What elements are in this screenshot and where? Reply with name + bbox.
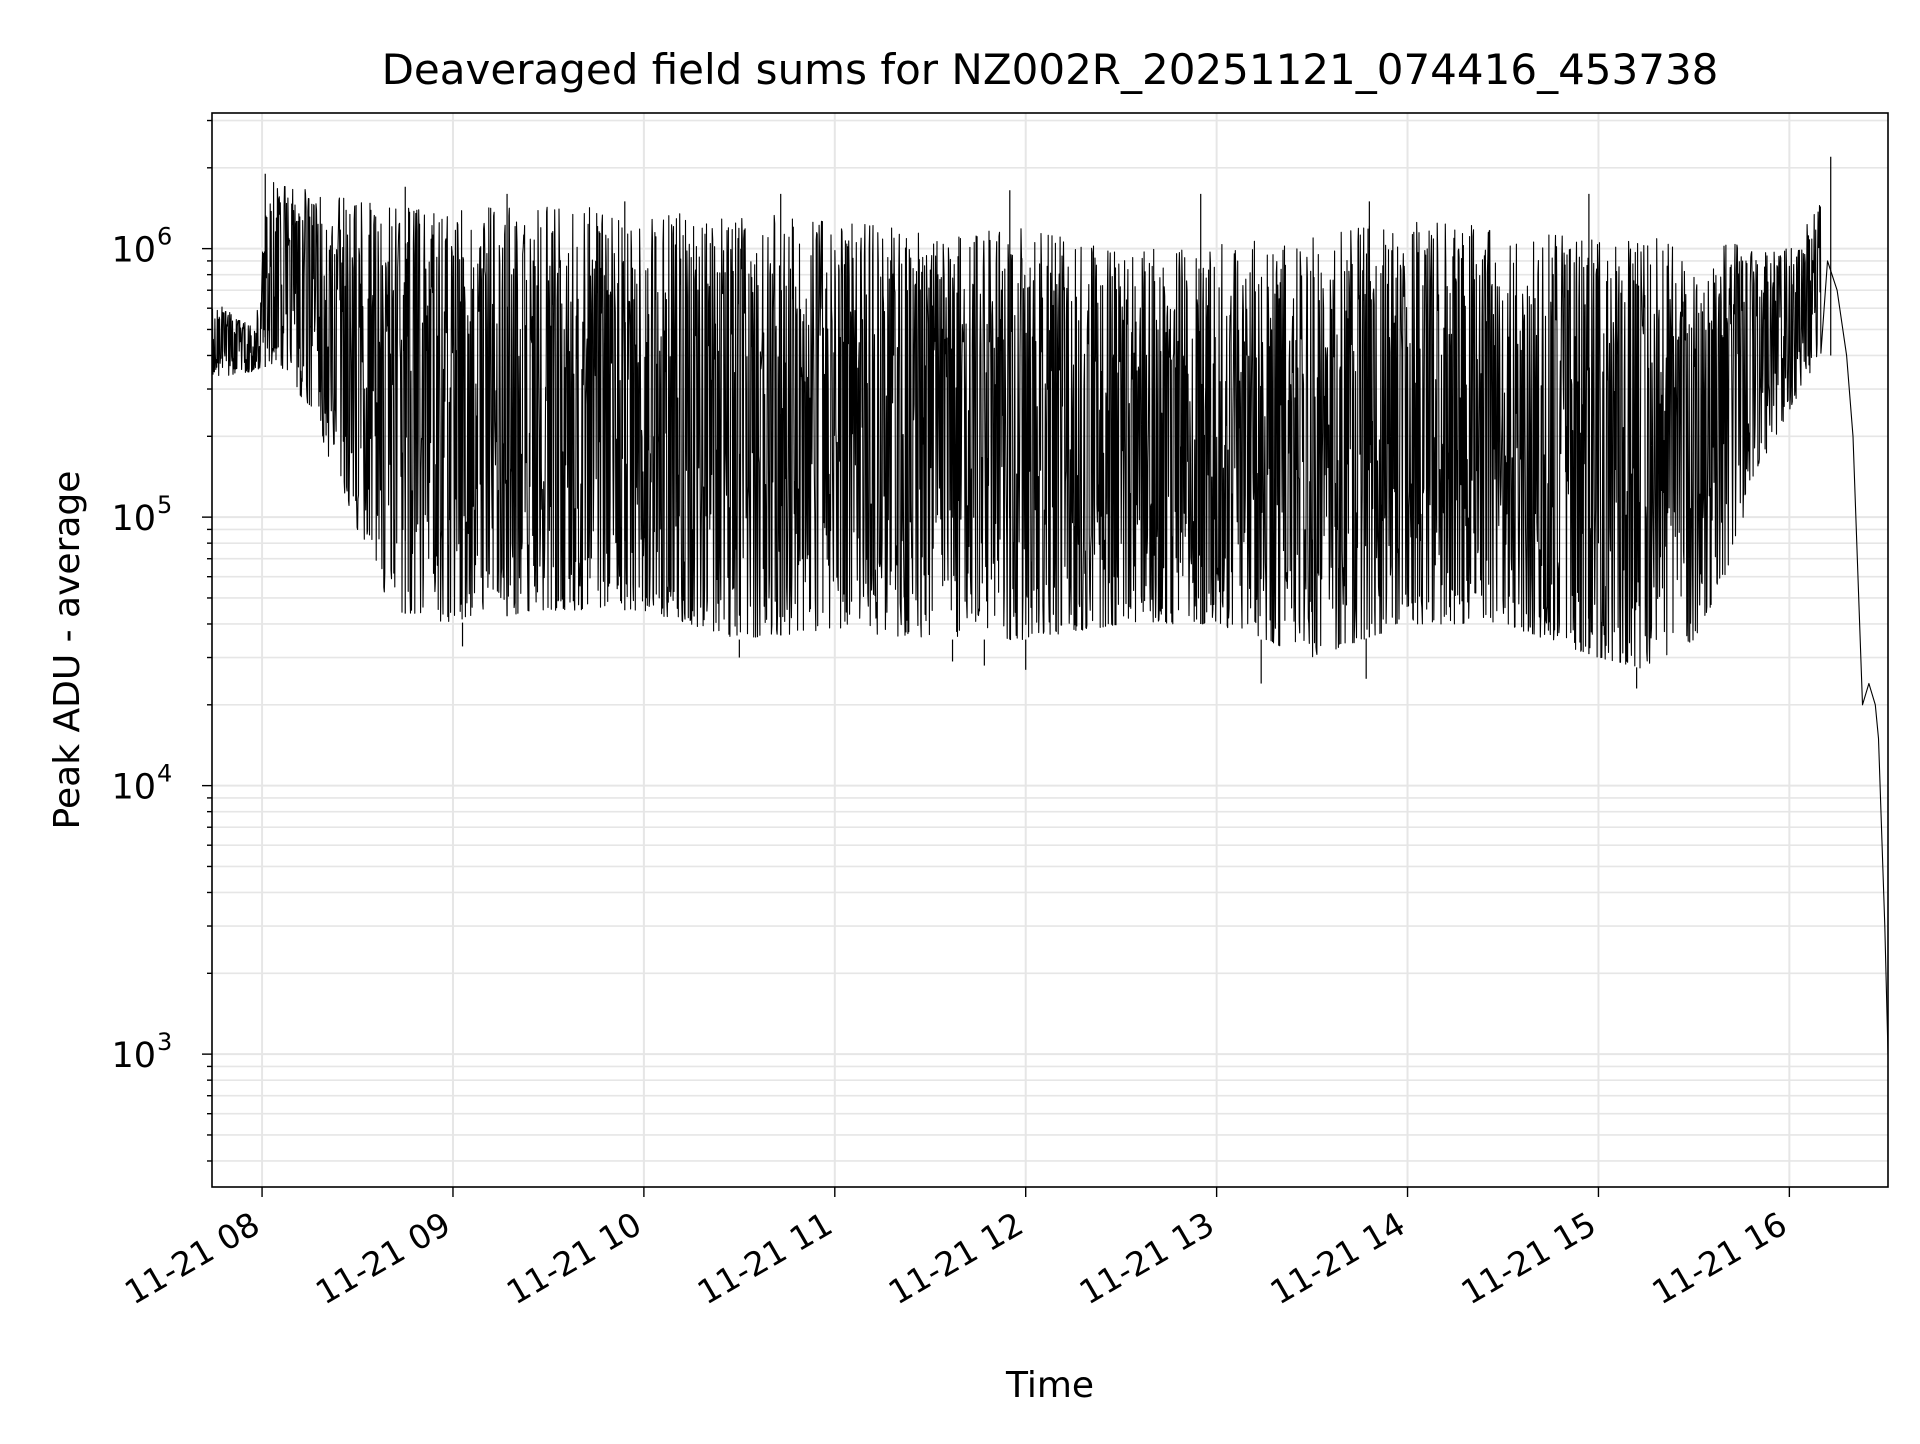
- y-tick-exponent: 3: [157, 1028, 172, 1056]
- plot-frame: [211, 112, 1889, 1188]
- y-tick-label: 10: [111, 768, 156, 808]
- y-tick-exponent: 5: [157, 491, 172, 519]
- y-tick-base: 10: [111, 231, 156, 271]
- y-tick-exponent: 6: [157, 223, 172, 251]
- series-line: [212, 182, 1888, 1055]
- y-tick-label: 10: [111, 231, 156, 271]
- y-tick-base: 10: [111, 768, 156, 808]
- x-axis-label: Time: [1005, 1365, 1094, 1406]
- y-tick-exponent: 4: [157, 760, 172, 788]
- y-tick-label: 10: [111, 499, 156, 539]
- y-tick-label: 10: [111, 1036, 156, 1076]
- y-axis-label: Peak ADU - average: [47, 471, 88, 830]
- data-series: [212, 156, 1888, 1055]
- y-tick-base: 10: [111, 499, 156, 539]
- chart-title: Deaveraged field sums for NZ002R_2025112…: [382, 45, 1719, 94]
- y-tick-base: 10: [111, 1036, 156, 1076]
